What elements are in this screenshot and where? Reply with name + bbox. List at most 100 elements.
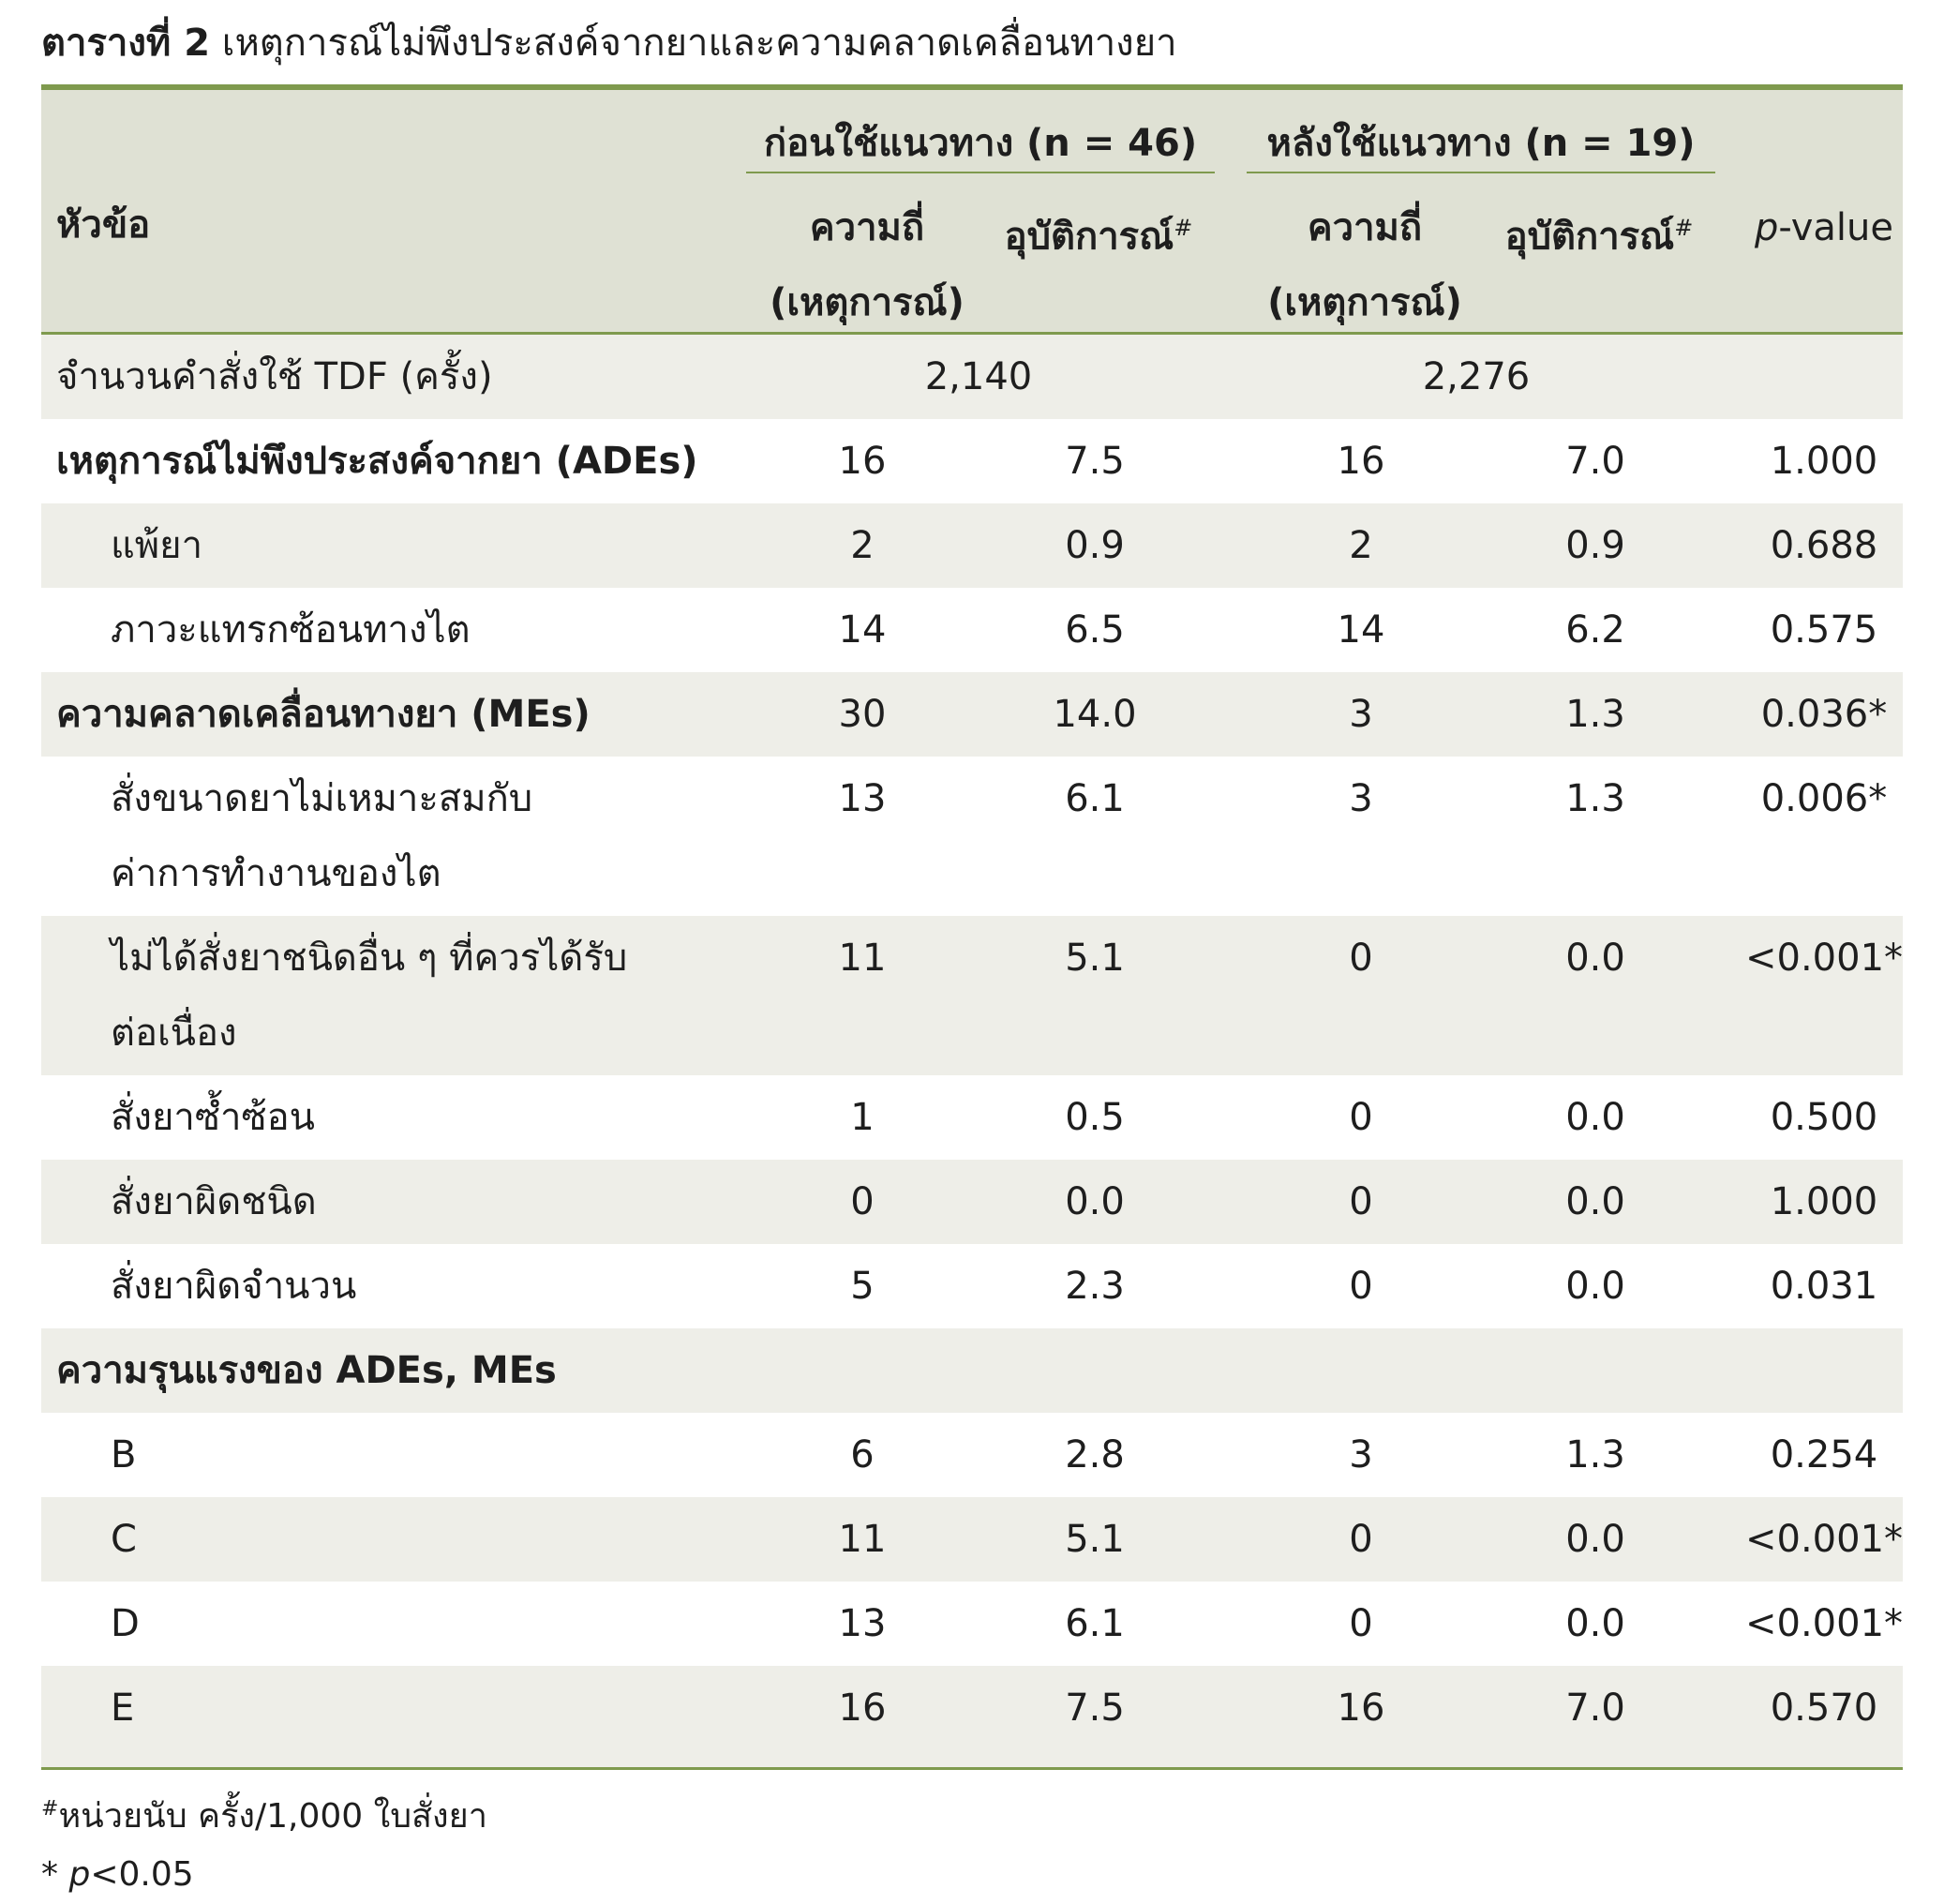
row-label: สั่งยาผิดชนิด xyxy=(111,1180,317,1223)
row-label: ความรุนแรงของ ADEs, MEs xyxy=(56,1349,557,1392)
row-label: ความคลาดเคลื่อนทางยา (MEs) xyxy=(56,693,591,736)
table-caption: ตารางที่ 2 เหตุการณ์ไม่พึงประสงค์จากยาแล… xyxy=(41,17,1177,69)
table-row: D 13 6.1 0 0.0 <0.001* xyxy=(41,1582,1903,1666)
table-row: B 6 2.8 3 1.3 0.254 xyxy=(41,1413,1903,1497)
row-label: สั่งยาผิดจำนวน xyxy=(111,1265,357,1308)
table-row: สั่งขนาดยาไม่เหมาะสมกับค่าการทำงานของไต 1… xyxy=(41,757,1903,916)
header-before-incidence-text: อุบัติการณ์ xyxy=(1004,215,1174,259)
cell-p: 0.570 xyxy=(1770,1687,1878,1730)
footnote-p: p xyxy=(68,1855,91,1894)
header-pvalue-rest: -value xyxy=(1778,206,1893,249)
cell-b-inc: 2.8 xyxy=(1065,1433,1125,1477)
header-before-group: ก่อนใช้แนวทาง (n = 46) xyxy=(763,122,1198,165)
header-after-freq: ความถี่ (เหตุการณ์) xyxy=(1252,202,1477,329)
header-topic: หัวข้อ xyxy=(56,203,151,247)
cell-p: 0.254 xyxy=(1770,1433,1878,1477)
row-label: สั่งยาซ้ำซ้อน xyxy=(111,1096,315,1139)
table-top-rule xyxy=(41,84,1903,90)
cell-b-freq: 11 xyxy=(838,1518,887,1561)
cell-b-inc: 7.5 xyxy=(1065,440,1125,483)
header-before-incidence: อุบัติการณ์# xyxy=(986,202,1211,262)
footnote-mark: # xyxy=(41,1797,59,1821)
header-pvalue: p-value xyxy=(1730,202,1918,254)
footnote-significance: * p<0.05 xyxy=(41,1852,194,1898)
cell-a-inc: 0.0 xyxy=(1565,1518,1625,1561)
cell-a-freq: 0 xyxy=(1349,1265,1373,1308)
table-row: E 16 7.5 16 7.0 0.570 xyxy=(41,1666,1903,1767)
cell-a-freq: 3 xyxy=(1349,693,1373,736)
cell-a-inc: 0.9 xyxy=(1565,524,1625,567)
row-label: เหตุการณ์ไม่พึงประสงค์จากยา (ADEs) xyxy=(56,440,698,483)
header-before-freq: ความถี่ (เหตุการณ์) xyxy=(755,202,979,329)
cell-p: <0.001* xyxy=(1744,1518,1904,1561)
cell-p: <0.001* xyxy=(1744,937,1904,980)
cell-a-inc: 0.0 xyxy=(1565,1265,1625,1308)
cell-b-inc: 7.5 xyxy=(1065,1687,1125,1730)
cell-b-inc: 6.5 xyxy=(1065,608,1125,652)
header-before-freq-line2: (เหตุการณ์) xyxy=(770,281,965,324)
header-before-freq-line1: ความถี่ xyxy=(809,206,925,249)
row-label: แพ้ยา xyxy=(111,524,203,567)
cell-p: 0.031 xyxy=(1770,1265,1878,1308)
cell-a-freq: 0 xyxy=(1349,1602,1373,1645)
cell-a-inc: 1.3 xyxy=(1565,1433,1625,1477)
cell-p: 0.500 xyxy=(1770,1096,1878,1139)
table-row: ความรุนแรงของ ADEs, MEs xyxy=(41,1328,1903,1413)
row-label-continued: ต่อเนื่อง xyxy=(111,1012,237,1055)
cell-a-inc: 1.3 xyxy=(1565,777,1625,820)
row-label: ไม่ได้สั่งยาชนิดอื่น ๆ ที่ควรได้รับ xyxy=(111,937,628,980)
cell-a-freq: 0 xyxy=(1349,1518,1373,1561)
cell-p: 0.688 xyxy=(1770,524,1878,567)
cell-b-freq: 14 xyxy=(838,608,887,652)
header-after-incidence: อุบัติการณ์# xyxy=(1487,202,1712,262)
row-label: สั่งขนาดยาไม่เหมาะสมกับ xyxy=(111,777,533,820)
cell-b-inc: 5.1 xyxy=(1065,937,1125,980)
row-label-continued: ค่าการทำงานของไต xyxy=(111,852,441,895)
cell-b-freq: 0 xyxy=(850,1180,875,1223)
cell-b-freq: 13 xyxy=(838,1602,887,1645)
row-label: จำนวนคำสั่งใช้ TDF (ครั้ง) xyxy=(56,355,493,398)
cell-b-inc: 14.0 xyxy=(1053,693,1137,736)
footnote-unit-text: หน่วยนับ ครั้ง/1,000 ใบสั่งยา xyxy=(58,1797,487,1836)
row-label: D xyxy=(111,1602,140,1645)
cell-b-freq: 11 xyxy=(838,937,887,980)
header-after-group: หลังใช้แนวทาง (n = 19) xyxy=(1266,122,1696,165)
header-after-incidence-mark: # xyxy=(1674,215,1694,241)
after-group-rule xyxy=(1247,172,1715,173)
cell-b-freq: 2 xyxy=(850,524,875,567)
table-row: สั่งยาผิดจำนวน 5 2.3 0 0.0 0.031 xyxy=(41,1244,1903,1328)
header-after-freq-line1: ความถี่ xyxy=(1307,206,1423,249)
cell-a-freq: 3 xyxy=(1349,777,1373,820)
cell-a-freq: 0 xyxy=(1349,937,1373,980)
cell-p: 1.000 xyxy=(1770,440,1878,483)
cell-b-freq: 13 xyxy=(838,777,887,820)
cell-a-inc: 0.0 xyxy=(1565,1180,1625,1223)
footnote-unit: #หน่วยนับ ครั้ง/1,000 ใบสั่งยา xyxy=(41,1786,487,1840)
cell-b-inc: 0.0 xyxy=(1065,1180,1125,1223)
cell-b-freq: 1 xyxy=(850,1096,875,1139)
footnote-threshold: <0.05 xyxy=(90,1855,194,1894)
table-row: สั่งยาผิดชนิด 0 0.0 0 0.0 1.000 xyxy=(41,1160,1903,1244)
cell-a-freq: 0 xyxy=(1349,1096,1373,1139)
cell-b-inc: 5.1 xyxy=(1065,1518,1125,1561)
cell-b-freq: 30 xyxy=(838,693,887,736)
header-pvalue-p: p xyxy=(1754,206,1779,249)
cell-a-freq: 0 xyxy=(1349,1180,1373,1223)
cell-a-freq: 16 xyxy=(1337,1687,1385,1730)
cell-p: 0.036* xyxy=(1760,693,1888,736)
table-row: C 11 5.1 0 0.0 <0.001* xyxy=(41,1497,1903,1582)
table-row: สั่งยาซ้ำซ้อน 1 0.5 0 0.0 0.500 xyxy=(41,1075,1903,1160)
header-after-incidence-text: อุบัติการณ์ xyxy=(1504,215,1675,259)
cell-b-inc: 6.1 xyxy=(1065,777,1125,820)
table-header-rule xyxy=(41,332,1903,335)
after-total: 2,276 xyxy=(1422,355,1531,398)
row-label: C xyxy=(111,1518,137,1561)
cell-a-inc: 6.2 xyxy=(1565,608,1625,652)
cell-a-freq: 2 xyxy=(1349,524,1373,567)
cell-a-freq: 16 xyxy=(1337,440,1385,483)
cell-p: <0.001* xyxy=(1744,1602,1904,1645)
cell-a-inc: 0.0 xyxy=(1565,937,1625,980)
header-before-incidence-mark: # xyxy=(1174,215,1193,241)
header-after-freq-line2: (เหตุการณ์) xyxy=(1267,281,1462,324)
cell-p: 0.006* xyxy=(1760,777,1888,820)
